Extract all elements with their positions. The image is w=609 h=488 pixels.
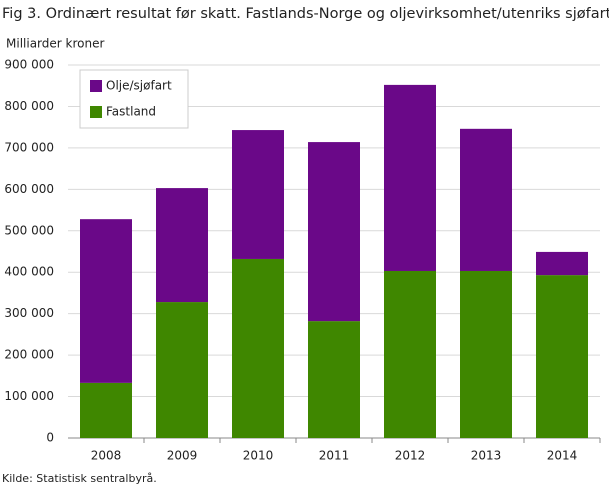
bar-segment — [80, 382, 132, 438]
bar-segment — [156, 188, 208, 303]
legend-swatch — [90, 106, 102, 118]
x-tick-label: 2008 — [91, 449, 122, 463]
legend-box — [79, 69, 189, 129]
y-tick-label: 800 000 — [4, 99, 54, 113]
x-tick-label: 2010 — [243, 449, 274, 463]
bar-segment — [308, 321, 360, 438]
bar-segment — [232, 258, 284, 438]
x-tick-label: 2012 — [395, 449, 426, 463]
y-tick-label: 900 000 — [4, 58, 54, 72]
bar-segment — [232, 130, 284, 259]
x-tick-label: 2014 — [547, 449, 578, 463]
y-tick-label: 600 000 — [4, 182, 54, 196]
bar-segment — [384, 270, 436, 438]
x-tick-label: 2009 — [167, 449, 198, 463]
bar-segment — [536, 251, 588, 276]
legend-swatch — [90, 80, 102, 92]
bar-segment — [536, 275, 588, 438]
y-tick-label: 300 000 — [4, 306, 54, 320]
y-tick-label: 400 000 — [4, 265, 54, 279]
y-tick-label: 700 000 — [4, 140, 54, 154]
bar-segment — [384, 84, 436, 271]
y-tick-label: 100 000 — [4, 389, 54, 403]
y-tick-label: 200 000 — [4, 348, 54, 362]
bar-segment — [460, 128, 512, 271]
x-tick-label: 2011 — [319, 449, 350, 463]
legend-label: Fastland — [106, 105, 156, 119]
bar-segment — [156, 302, 208, 438]
x-tick-label: 2013 — [471, 449, 502, 463]
bar-segment — [308, 142, 360, 322]
y-tick-label: 0 — [46, 431, 54, 445]
y-axis-label: Milliarder kroner — [6, 37, 104, 51]
chart-title: Fig 3. Ordinært resultat før skatt. Fast… — [2, 6, 609, 22]
legend-label: Olje/sjøfart — [106, 79, 172, 93]
bar-segment — [80, 219, 132, 383]
y-tick-label: 500 000 — [4, 223, 54, 237]
source: Kilde: Statistisk sentralbyrå. — [2, 472, 157, 485]
bar-segment — [460, 270, 512, 438]
